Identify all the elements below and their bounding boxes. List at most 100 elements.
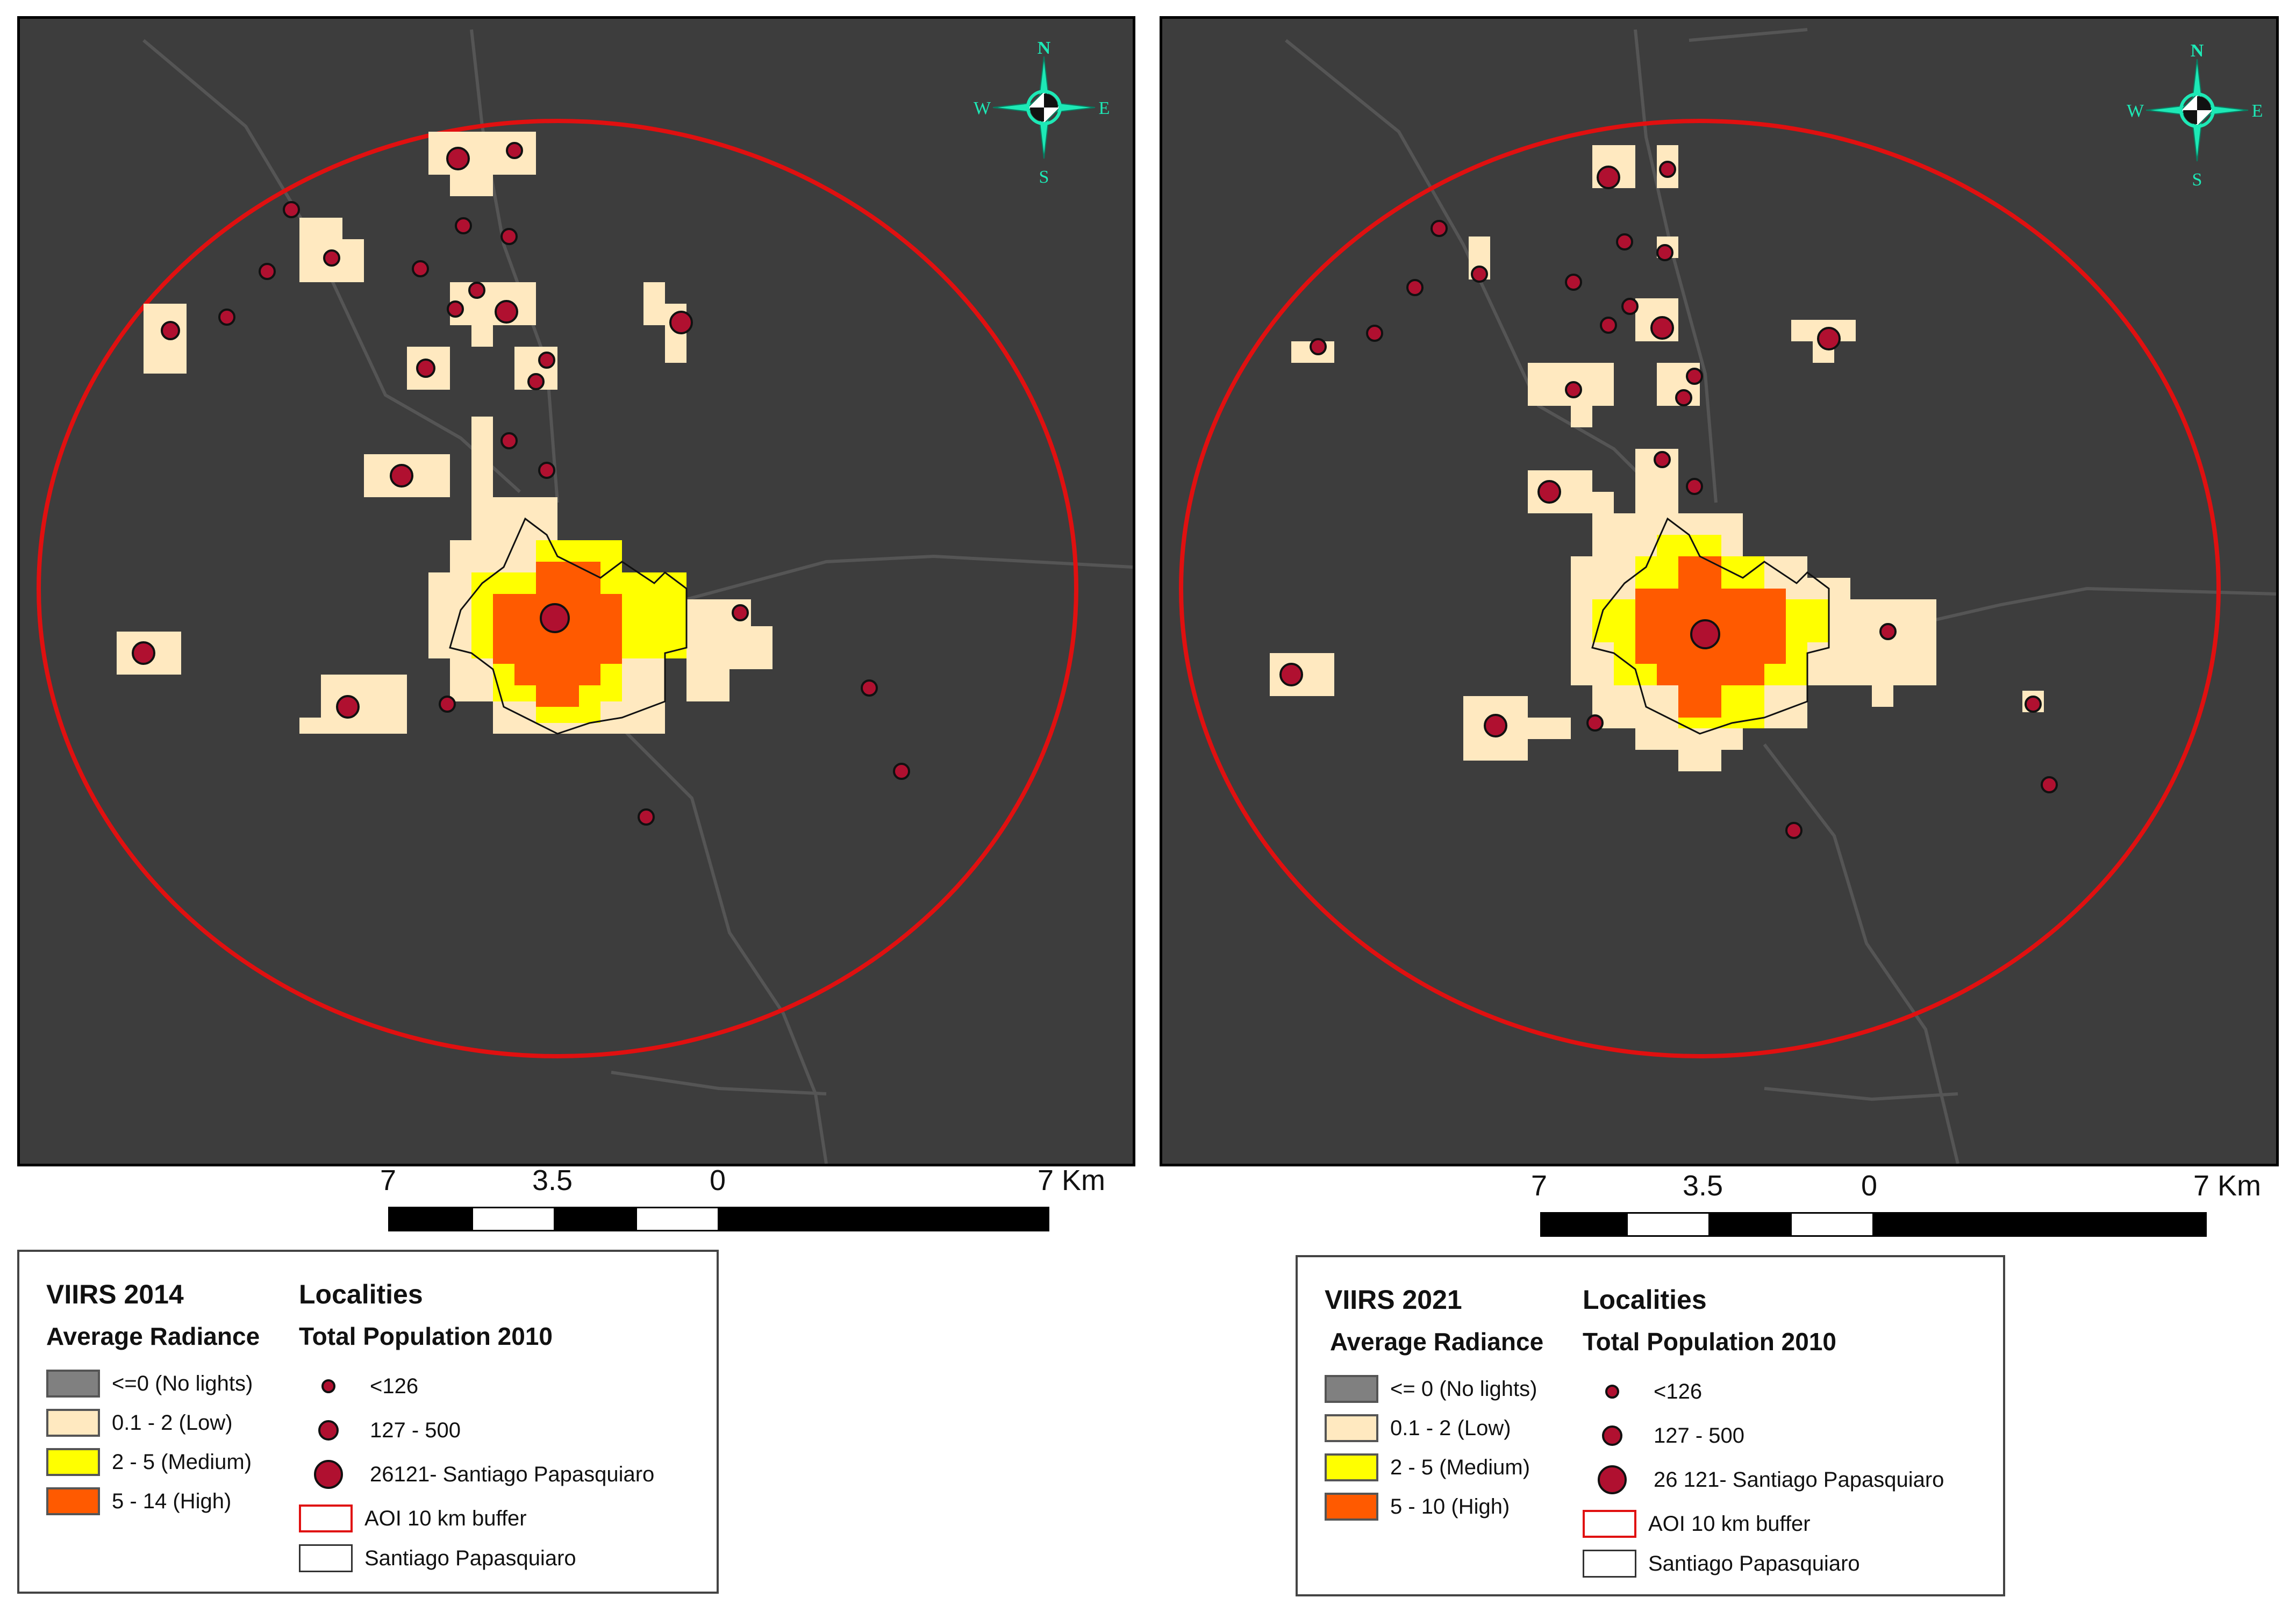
- legend-radiance-title: VIIRS 2021: [1325, 1285, 1462, 1315]
- legend-label: 26 121- Santiago Papasquiaro: [1654, 1467, 1944, 1492]
- legend-swatch: [1325, 1375, 1378, 1403]
- legend-swatch: [1325, 1453, 1378, 1481]
- legend-2021: VIIRS 2021 Average Radiance <= 0 (No lig…: [1296, 1255, 2005, 1596]
- legend-label: 127 - 500: [370, 1418, 461, 1442]
- scale-label-0: 0: [710, 1164, 726, 1197]
- legend-dot-wrap: [1583, 1464, 1642, 1496]
- legend-label: <=0 (No lights): [112, 1371, 253, 1395]
- map-canvas: N S W E: [37, 29, 1133, 1164]
- map-frame[interactable]: N S W E: [17, 16, 1135, 1166]
- compass-quadrants: [1030, 94, 1058, 121]
- legend-label: 26121- Santiago Papasquiaro: [370, 1462, 655, 1486]
- legend-dot-wrap: [1583, 1420, 1642, 1452]
- santiago-papasquiaro-boundary: [449, 517, 688, 735]
- legend-swatch: [299, 1544, 353, 1572]
- legend-dot: [314, 1460, 343, 1489]
- legend-label: <126: [1654, 1379, 1703, 1403]
- legend-radiance-medium: 2 - 5 (Medium): [46, 1446, 252, 1478]
- legend-dot-wrap: [299, 1370, 358, 1402]
- legend-population-subtitle: Total Population 2010: [1583, 1328, 1836, 1356]
- compass-west-label: W: [974, 98, 991, 118]
- scale-seg: [1708, 1214, 1792, 1235]
- scale-seg: [1628, 1214, 1708, 1235]
- scale-label-0: 0: [1861, 1170, 1878, 1202]
- legend-boundary: Santiago Papasquiaro: [299, 1542, 576, 1574]
- scale-seg: [1542, 1214, 1628, 1235]
- scale-seg: [473, 1208, 554, 1230]
- compass-north-label: N: [1038, 38, 1051, 58]
- compass-south-label: S: [1039, 167, 1049, 187]
- legend-dot-wrap: [299, 1458, 358, 1491]
- compass-south-label: S: [2192, 170, 2202, 190]
- compass-east-label: E: [2252, 101, 2263, 121]
- legend-swatch: [299, 1504, 353, 1532]
- legend-pop-large: 26 121- Santiago Papasquiaro: [1583, 1464, 1944, 1496]
- legend-pop-small: <126: [299, 1370, 418, 1402]
- legend-label: 127 - 500: [1654, 1423, 1745, 1448]
- legend-label: AOI 10 km buffer: [1648, 1511, 1811, 1536]
- legend-radiance-subtitle: Average Radiance: [1330, 1328, 1544, 1356]
- legend-aoi: AOI 10 km buffer: [1583, 1508, 1811, 1540]
- legend-radiance-medium: 2 - 5 (Medium): [1325, 1451, 1530, 1484]
- legend-radiance-subtitle: Average Radiance: [46, 1322, 260, 1350]
- legend-dot-wrap: [299, 1414, 358, 1446]
- scale-seg: [1872, 1214, 2205, 1235]
- compass-rose: N S W E: [2127, 41, 2263, 190]
- legend-radiance-low: 0.1 - 2 (Low): [1325, 1412, 1511, 1444]
- scale-seg: [718, 1208, 1048, 1230]
- compass-west-label: W: [2127, 101, 2144, 121]
- aoi-buffer-circle: [37, 119, 1078, 1058]
- legend-swatch: [1583, 1510, 1636, 1538]
- legend-swatch: [46, 1370, 100, 1398]
- legend-boundary: Santiago Papasquiaro: [1583, 1547, 1860, 1580]
- legend-localities-title: Localities: [1583, 1285, 1707, 1315]
- santiago-papasquiaro-boundary: [1591, 517, 1830, 735]
- radiance-high-pixels: [493, 562, 622, 707]
- legend-radiance-no-lights: <=0 (No lights): [46, 1367, 253, 1400]
- legend-localities-title: Localities: [299, 1279, 423, 1309]
- legend-label: 2 - 5 (Medium): [1390, 1455, 1530, 1479]
- legend-dot: [1602, 1425, 1622, 1446]
- legend-swatch: [1325, 1493, 1378, 1521]
- legend-dot: [318, 1420, 339, 1441]
- scale-label-7-left: 7: [380, 1164, 397, 1197]
- scale-bar-segments: [388, 1207, 1049, 1231]
- legend-aoi: AOI 10 km buffer: [299, 1502, 527, 1535]
- map-frame[interactable]: N S W E: [1160, 16, 2279, 1166]
- map-canvas: N S W E: [1179, 28, 2276, 1164]
- legend-pop-medium: 127 - 500: [299, 1414, 461, 1446]
- compass-east-label: E: [1099, 98, 1110, 118]
- legend-radiance-no-lights: <= 0 (No lights): [1325, 1373, 1537, 1405]
- scale-seg: [390, 1208, 473, 1230]
- legend-swatch: [46, 1487, 100, 1515]
- locality-points: [132, 142, 910, 826]
- legend-population-subtitle: Total Population 2010: [299, 1322, 553, 1350]
- legend-swatch: [46, 1409, 100, 1437]
- legend-dot-wrap: [1583, 1375, 1642, 1408]
- legend-swatch: [1583, 1550, 1636, 1578]
- legend-label: Santiago Papasquiaro: [1648, 1551, 1860, 1575]
- compass-ring: [2179, 92, 2215, 128]
- scale-seg: [1792, 1214, 1872, 1235]
- scale-label-7-left: 7: [1531, 1170, 1548, 1202]
- legend-label: Santiago Papasquiaro: [364, 1546, 576, 1570]
- legend-label: 2 - 5 (Medium): [112, 1450, 252, 1474]
- legend-pop-large: 26121- Santiago Papasquiaro: [299, 1458, 654, 1491]
- aoi-buffer-circle: [1179, 119, 2221, 1058]
- legend-dot: [321, 1379, 335, 1393]
- legend-2014: VIIRS 2014 Average Radiance <=0 (No ligh…: [17, 1250, 719, 1594]
- legend-dot: [1605, 1385, 1619, 1399]
- scale-label-3-5: 3.5: [532, 1164, 573, 1197]
- legend-pop-medium: 127 - 500: [1583, 1420, 1744, 1452]
- compass-north-label: N: [2191, 41, 2204, 61]
- legend-dot: [1598, 1465, 1627, 1494]
- legend-label: 5 - 10 (High): [1390, 1494, 1510, 1518]
- legend-label: 0.1 - 2 (Low): [1390, 1416, 1511, 1440]
- legend-swatch: [46, 1448, 100, 1476]
- legend-radiance-low: 0.1 - 2 (Low): [46, 1407, 233, 1439]
- scale-seg: [637, 1208, 718, 1230]
- compass-quadrants: [2183, 96, 2211, 124]
- legend-radiance-high: 5 - 10 (High): [1325, 1491, 1510, 1523]
- legend-label: 0.1 - 2 (Low): [112, 1410, 233, 1435]
- scale-label-7-km: 7 Km: [2193, 1170, 2262, 1202]
